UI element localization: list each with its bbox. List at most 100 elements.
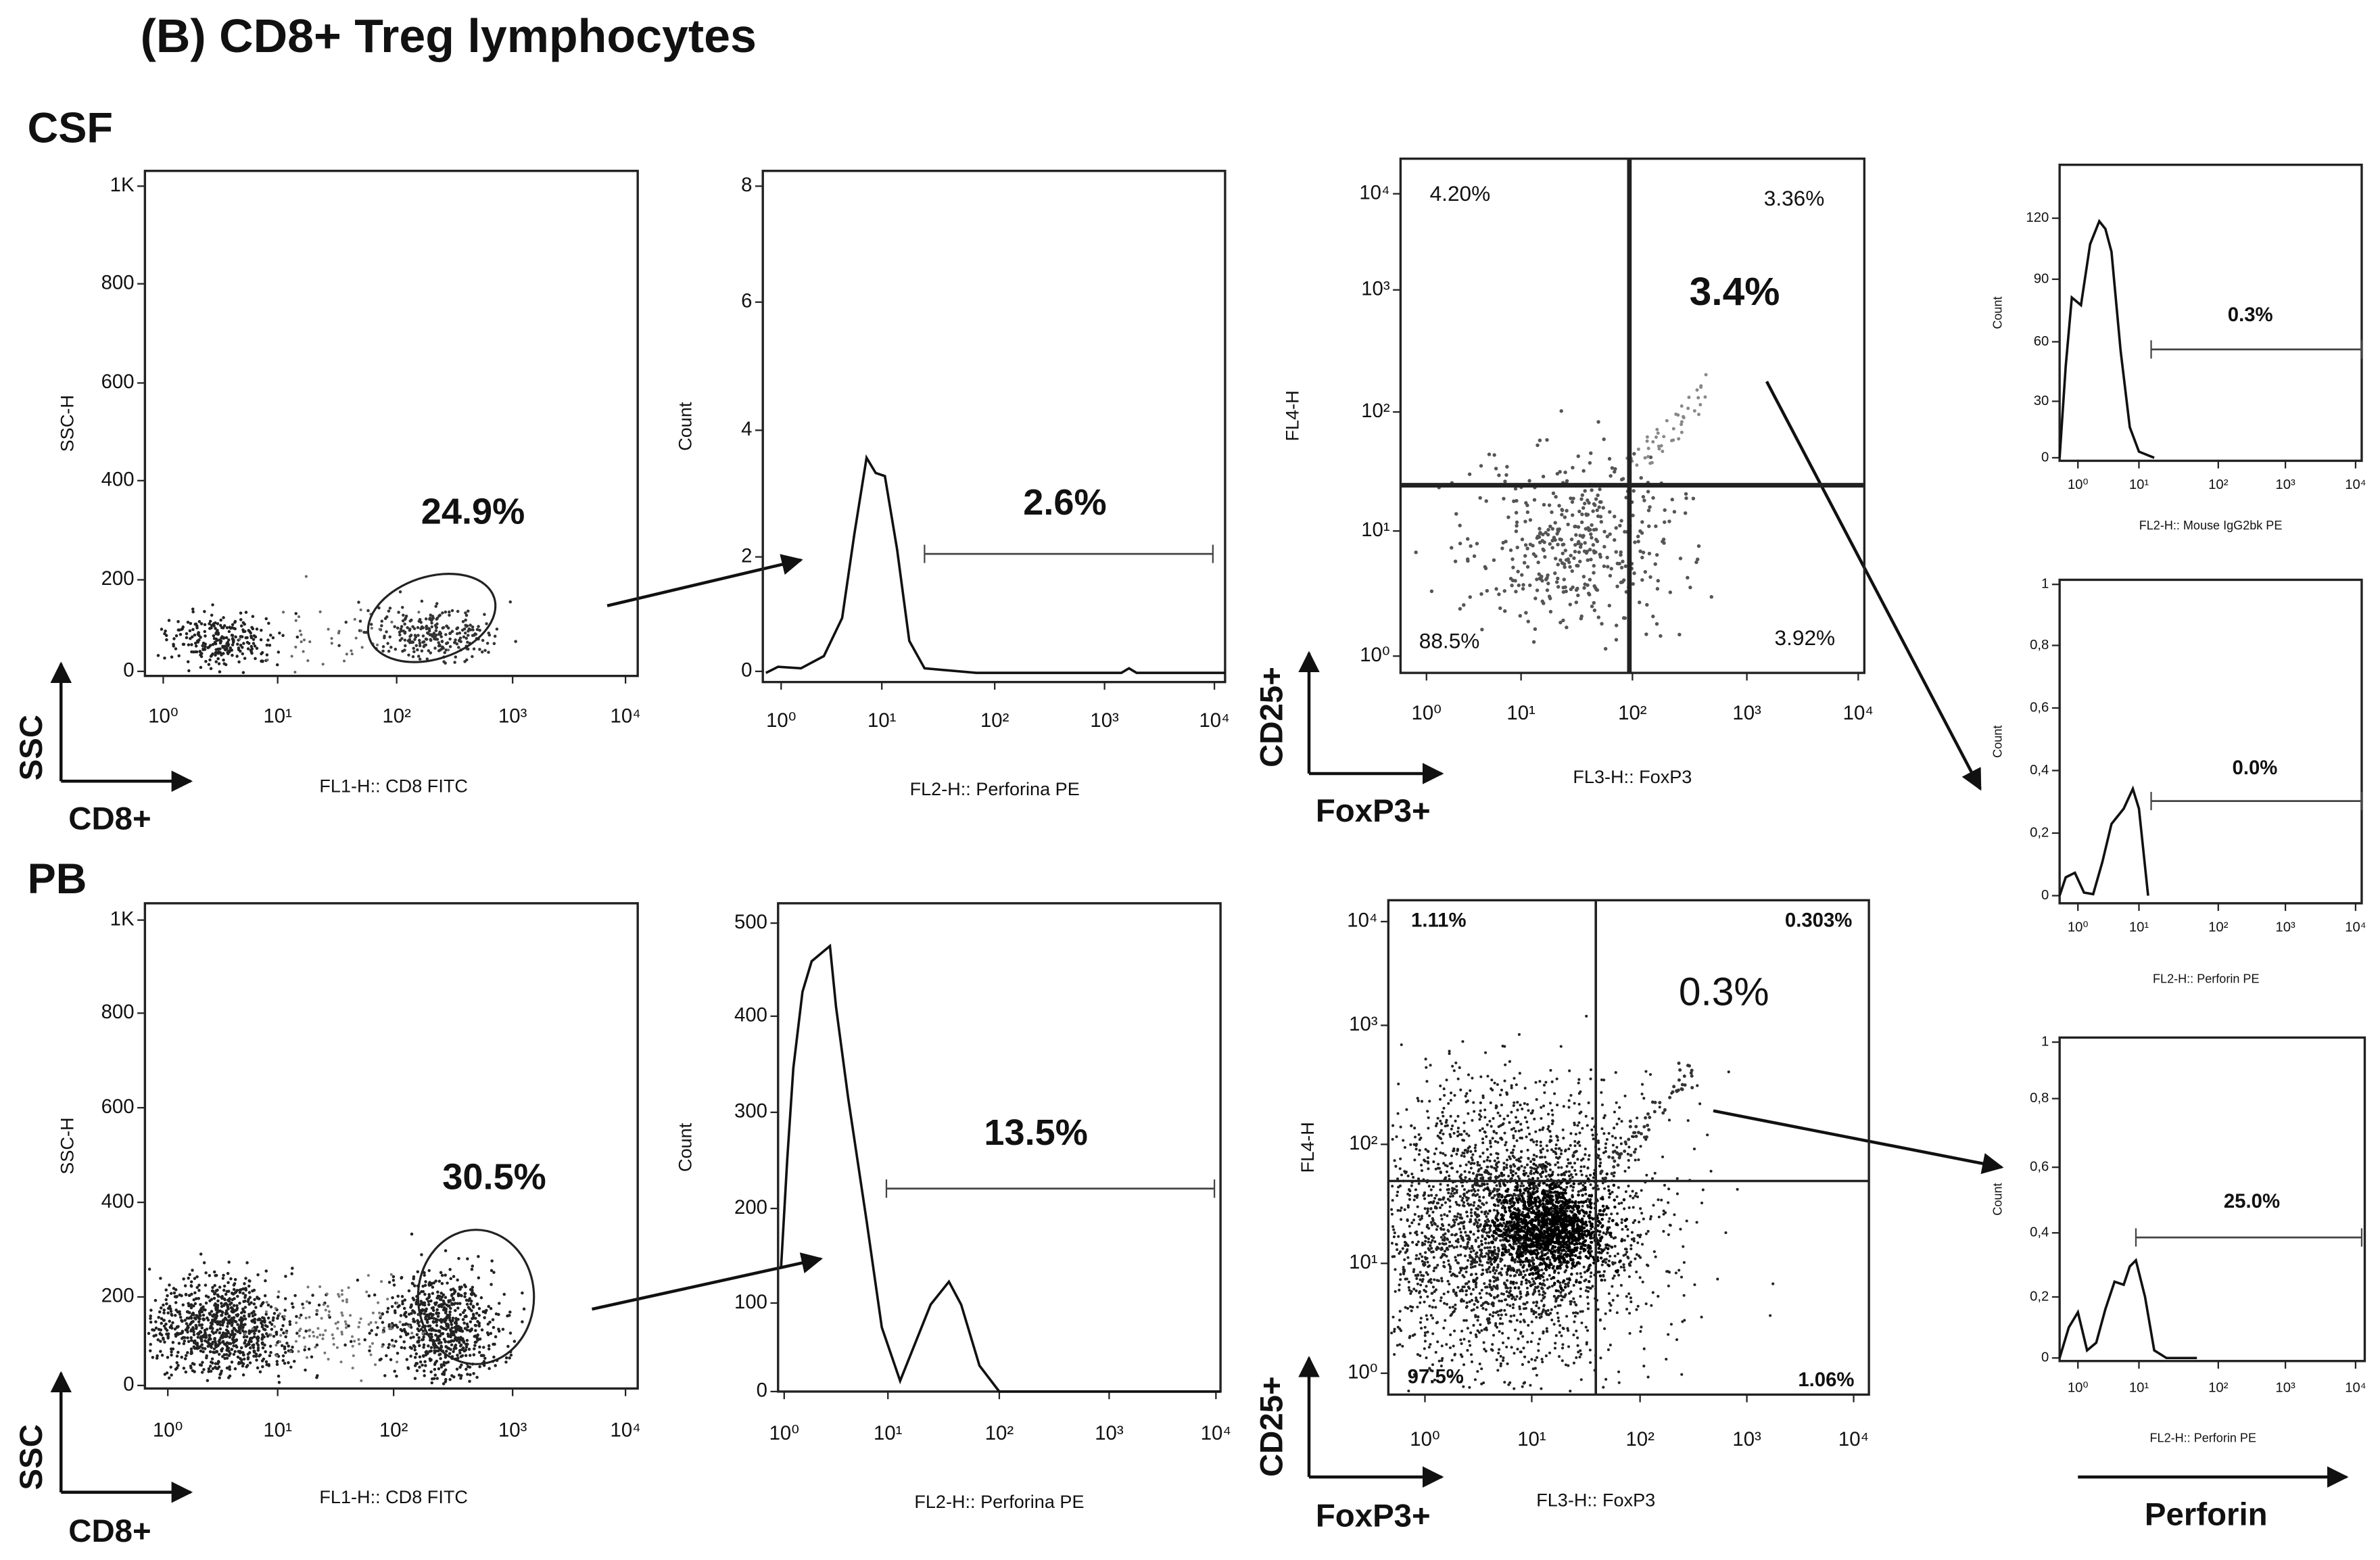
event-dot: [1483, 1108, 1487, 1112]
event-dot: [208, 1350, 212, 1354]
event-dot: [283, 1350, 287, 1354]
x-axis-label: FL2-H:: Perforina PE: [910, 778, 1080, 799]
event-dot: [1429, 1343, 1432, 1346]
event-dot: [477, 1324, 481, 1328]
event-dot: [412, 1336, 415, 1339]
event-dot: [1597, 505, 1601, 509]
event-dot: [1569, 587, 1573, 592]
event-dot: [288, 1323, 292, 1326]
event-dot: [151, 1356, 155, 1359]
event-dot: [205, 1354, 208, 1358]
event-dot: [1646, 1375, 1650, 1379]
event-dot: [318, 610, 322, 613]
event-dot: [359, 608, 362, 611]
x-tick-label: 10³: [1732, 702, 1761, 724]
histogram-curve: [2058, 785, 2149, 897]
event-dot: [260, 1325, 264, 1329]
event-dot: [407, 653, 410, 657]
event-dot: [1530, 1358, 1533, 1361]
event-dot: [1662, 435, 1666, 439]
x-axis-label: FL2-H:: Perforina PE: [914, 1491, 1084, 1512]
event-dot: [1492, 1269, 1495, 1273]
event-dot: [1627, 1184, 1630, 1187]
event-dot: [206, 1316, 209, 1320]
event-dot: [1645, 1173, 1648, 1177]
event-dot: [434, 605, 437, 608]
event-dot: [437, 1334, 441, 1338]
event-dot: [449, 1306, 452, 1310]
event-dot: [461, 1318, 465, 1321]
event-dot: [1537, 572, 1541, 576]
event-dot: [389, 1323, 393, 1327]
event-dot: [1458, 1164, 1462, 1168]
event-dot: [1498, 1093, 1502, 1097]
event-dot: [444, 1355, 448, 1359]
event-dot: [1510, 584, 1514, 588]
event-dot: [283, 1347, 287, 1350]
event-dot: [245, 1261, 249, 1264]
event-dot: [1619, 565, 1624, 570]
event-dot: [487, 1344, 491, 1348]
event-dot: [439, 1356, 442, 1361]
event-dot: [1545, 588, 1550, 592]
event-dot: [222, 652, 225, 655]
event-dot: [1545, 1144, 1548, 1148]
event-dot: [1561, 542, 1566, 546]
event-dot: [418, 644, 422, 648]
event-dot: [462, 1321, 466, 1325]
event-dot: [1398, 1288, 1401, 1292]
y-axis-label: Count: [675, 402, 696, 451]
event-dot: [1586, 1124, 1589, 1127]
event-dot: [201, 1346, 205, 1350]
event-dot: [204, 659, 208, 663]
event-dot: [1390, 1212, 1394, 1216]
event-dot: [1579, 1378, 1583, 1381]
y-tick-label: 200: [101, 567, 135, 590]
event-dot: [1423, 1197, 1427, 1200]
event-dot: [1614, 550, 1618, 554]
event-dot: [472, 1353, 476, 1356]
event-dot: [1604, 1142, 1608, 1145]
event-dot: [1452, 1344, 1455, 1348]
event-dot: [370, 626, 373, 630]
event-dot: [166, 1311, 170, 1315]
event-dot: [477, 1321, 481, 1325]
event-dot: [472, 1372, 475, 1375]
event-dot: [1563, 515, 1567, 519]
event-dot: [1655, 621, 1659, 626]
event-dot: [1648, 455, 1653, 459]
event-dot: [1467, 472, 1472, 477]
event-dot: [454, 1338, 458, 1342]
event-dot: [1416, 1305, 1419, 1308]
event-dot: [1530, 1320, 1533, 1323]
event-dot: [1523, 1260, 1527, 1263]
event-dot: [1500, 1202, 1503, 1205]
event-dot: [432, 1377, 436, 1380]
event-dot: [1627, 1166, 1630, 1169]
event-dot: [210, 1361, 213, 1364]
event-dot: [1472, 1101, 1475, 1104]
event-dot: [1581, 469, 1586, 473]
event-dot: [189, 1364, 193, 1368]
event-dot: [1532, 1154, 1536, 1157]
y-tick-label: 10⁰: [1348, 1361, 1377, 1384]
event-dot: [334, 1322, 337, 1325]
event-dot: [1549, 1068, 1552, 1072]
event-dot: [295, 1321, 298, 1325]
event-dot: [1592, 600, 1596, 605]
x-tick-label: 10⁴: [611, 705, 641, 727]
event-dot: [483, 648, 487, 653]
event-dot: [423, 644, 426, 647]
y-tick-label: 1K: [110, 174, 135, 196]
event-dot: [1576, 525, 1581, 529]
event-dot: [390, 620, 394, 623]
event-dot: [391, 1279, 396, 1282]
event-dot: [253, 1331, 256, 1336]
event-dot: [396, 1351, 400, 1355]
event-dot: [1622, 578, 1626, 582]
event-dot: [1400, 1043, 1403, 1047]
event-dot: [277, 1314, 280, 1317]
event-dot: [439, 1271, 443, 1275]
event-dot: [241, 1350, 245, 1354]
event-dot: [175, 1325, 179, 1329]
